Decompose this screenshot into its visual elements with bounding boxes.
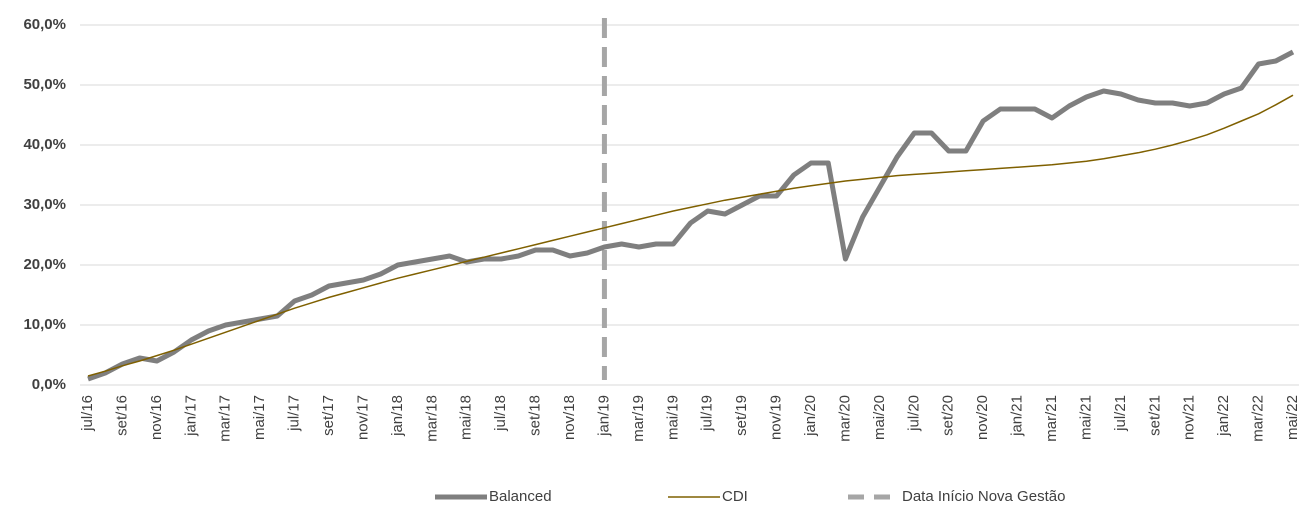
x-tick-label: mar/21	[1043, 395, 1060, 442]
y-tick-label: 30,0%	[23, 196, 66, 213]
y-tick-label: 10,0%	[23, 316, 66, 333]
x-tick-label: nov/20	[974, 395, 991, 440]
x-tick-label: mai/22	[1284, 395, 1301, 440]
x-tick-label: set/20	[940, 395, 957, 436]
legend-label: Data Início Nova Gestão	[902, 488, 1065, 505]
x-tick-label: jul/19	[699, 395, 716, 432]
x-tick-label: jan/21	[1009, 395, 1026, 437]
x-tick-label: jul/17	[286, 395, 303, 432]
y-tick-label: 40,0%	[23, 136, 66, 153]
x-tick-label: set/21	[1146, 395, 1163, 436]
x-tick-label: nov/16	[148, 395, 165, 440]
x-tick-label: jan/18	[389, 395, 406, 437]
x-tick-label: mai/20	[871, 395, 888, 440]
x-tick-label: jan/22	[1215, 395, 1232, 437]
x-tick-label: mar/19	[630, 395, 647, 442]
y-tick-label: 0,0%	[32, 376, 66, 393]
x-tick-label: set/19	[733, 395, 750, 436]
x-tick-label: mar/17	[217, 395, 234, 442]
x-tick-label: mai/18	[458, 395, 475, 440]
x-tick-label: jan/19	[595, 395, 612, 437]
x-tick-label: nov/17	[354, 395, 371, 440]
x-tick-label: jul/18	[492, 395, 509, 432]
x-tick-label: set/18	[527, 395, 544, 436]
x-tick-label: jul/21	[1112, 395, 1129, 432]
x-tick-label: jan/17	[182, 395, 199, 437]
x-tick-label: mai/21	[1077, 395, 1094, 440]
x-tick-label: jan/20	[802, 395, 819, 437]
y-tick-label: 60,0%	[23, 16, 66, 33]
x-tick-label: jul/16	[79, 395, 96, 432]
x-tick-label: mar/22	[1250, 395, 1267, 442]
y-tick-label: 50,0%	[23, 76, 66, 93]
x-tick-label: mar/20	[836, 395, 853, 442]
series-line	[87, 49, 1295, 382]
x-tick-label: set/17	[320, 395, 337, 436]
x-tick-label: mar/18	[423, 395, 440, 442]
series-line	[87, 94, 1294, 377]
x-tick-label: nov/21	[1181, 395, 1198, 440]
x-tick-label: nov/19	[768, 395, 785, 440]
y-tick-label: 20,0%	[23, 256, 66, 273]
legend-label: CDI	[722, 488, 748, 505]
x-tick-label: set/16	[113, 395, 130, 436]
x-tick-label: mai/19	[664, 395, 681, 440]
x-tick-label: mai/17	[251, 395, 268, 440]
x-tick-label: jul/20	[905, 395, 922, 432]
legend-label: Balanced	[489, 488, 552, 505]
x-tick-label: nov/18	[561, 395, 578, 440]
